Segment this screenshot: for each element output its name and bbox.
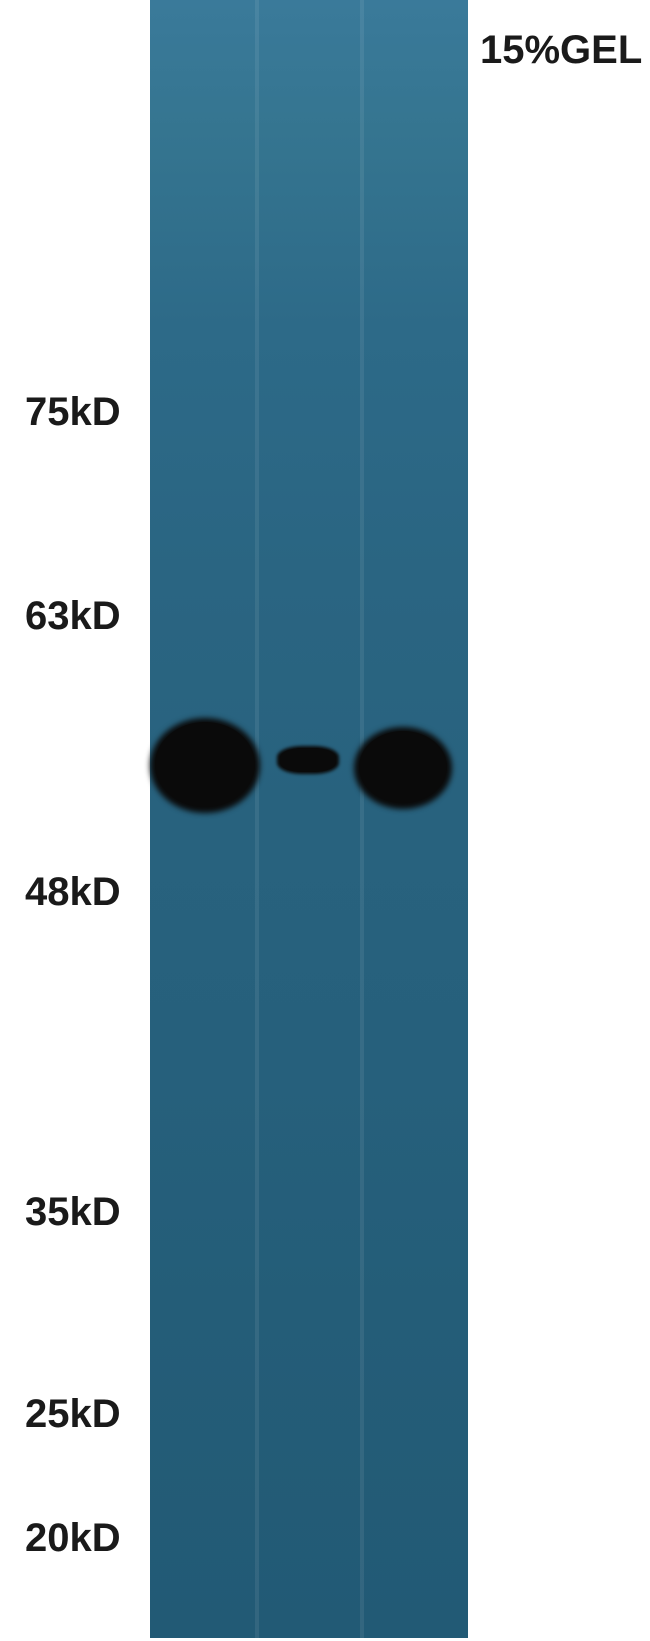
marker-35kd: 35kD bbox=[25, 1190, 121, 1235]
marker-25kd: 25kD bbox=[25, 1392, 121, 1437]
lane-divider-2 bbox=[360, 0, 364, 1638]
marker-75kd: 75kD bbox=[25, 390, 121, 435]
band-lane-3-core bbox=[359, 731, 447, 803]
marker-48kd: 48kD bbox=[25, 870, 121, 915]
marker-20kd: 20kD bbox=[25, 1516, 121, 1561]
marker-63kd: 63kD bbox=[25, 594, 121, 639]
blot-container: 15%GEL 75kD 63kD 48kD 35kD 25kD 20kD bbox=[0, 0, 650, 1641]
band-lane-1-core bbox=[155, 722, 255, 807]
band-lane-2-core bbox=[280, 748, 336, 772]
lane-divider-1 bbox=[255, 0, 259, 1638]
gel-membrane bbox=[150, 0, 468, 1638]
gel-percentage-label: 15%GEL bbox=[480, 28, 642, 73]
